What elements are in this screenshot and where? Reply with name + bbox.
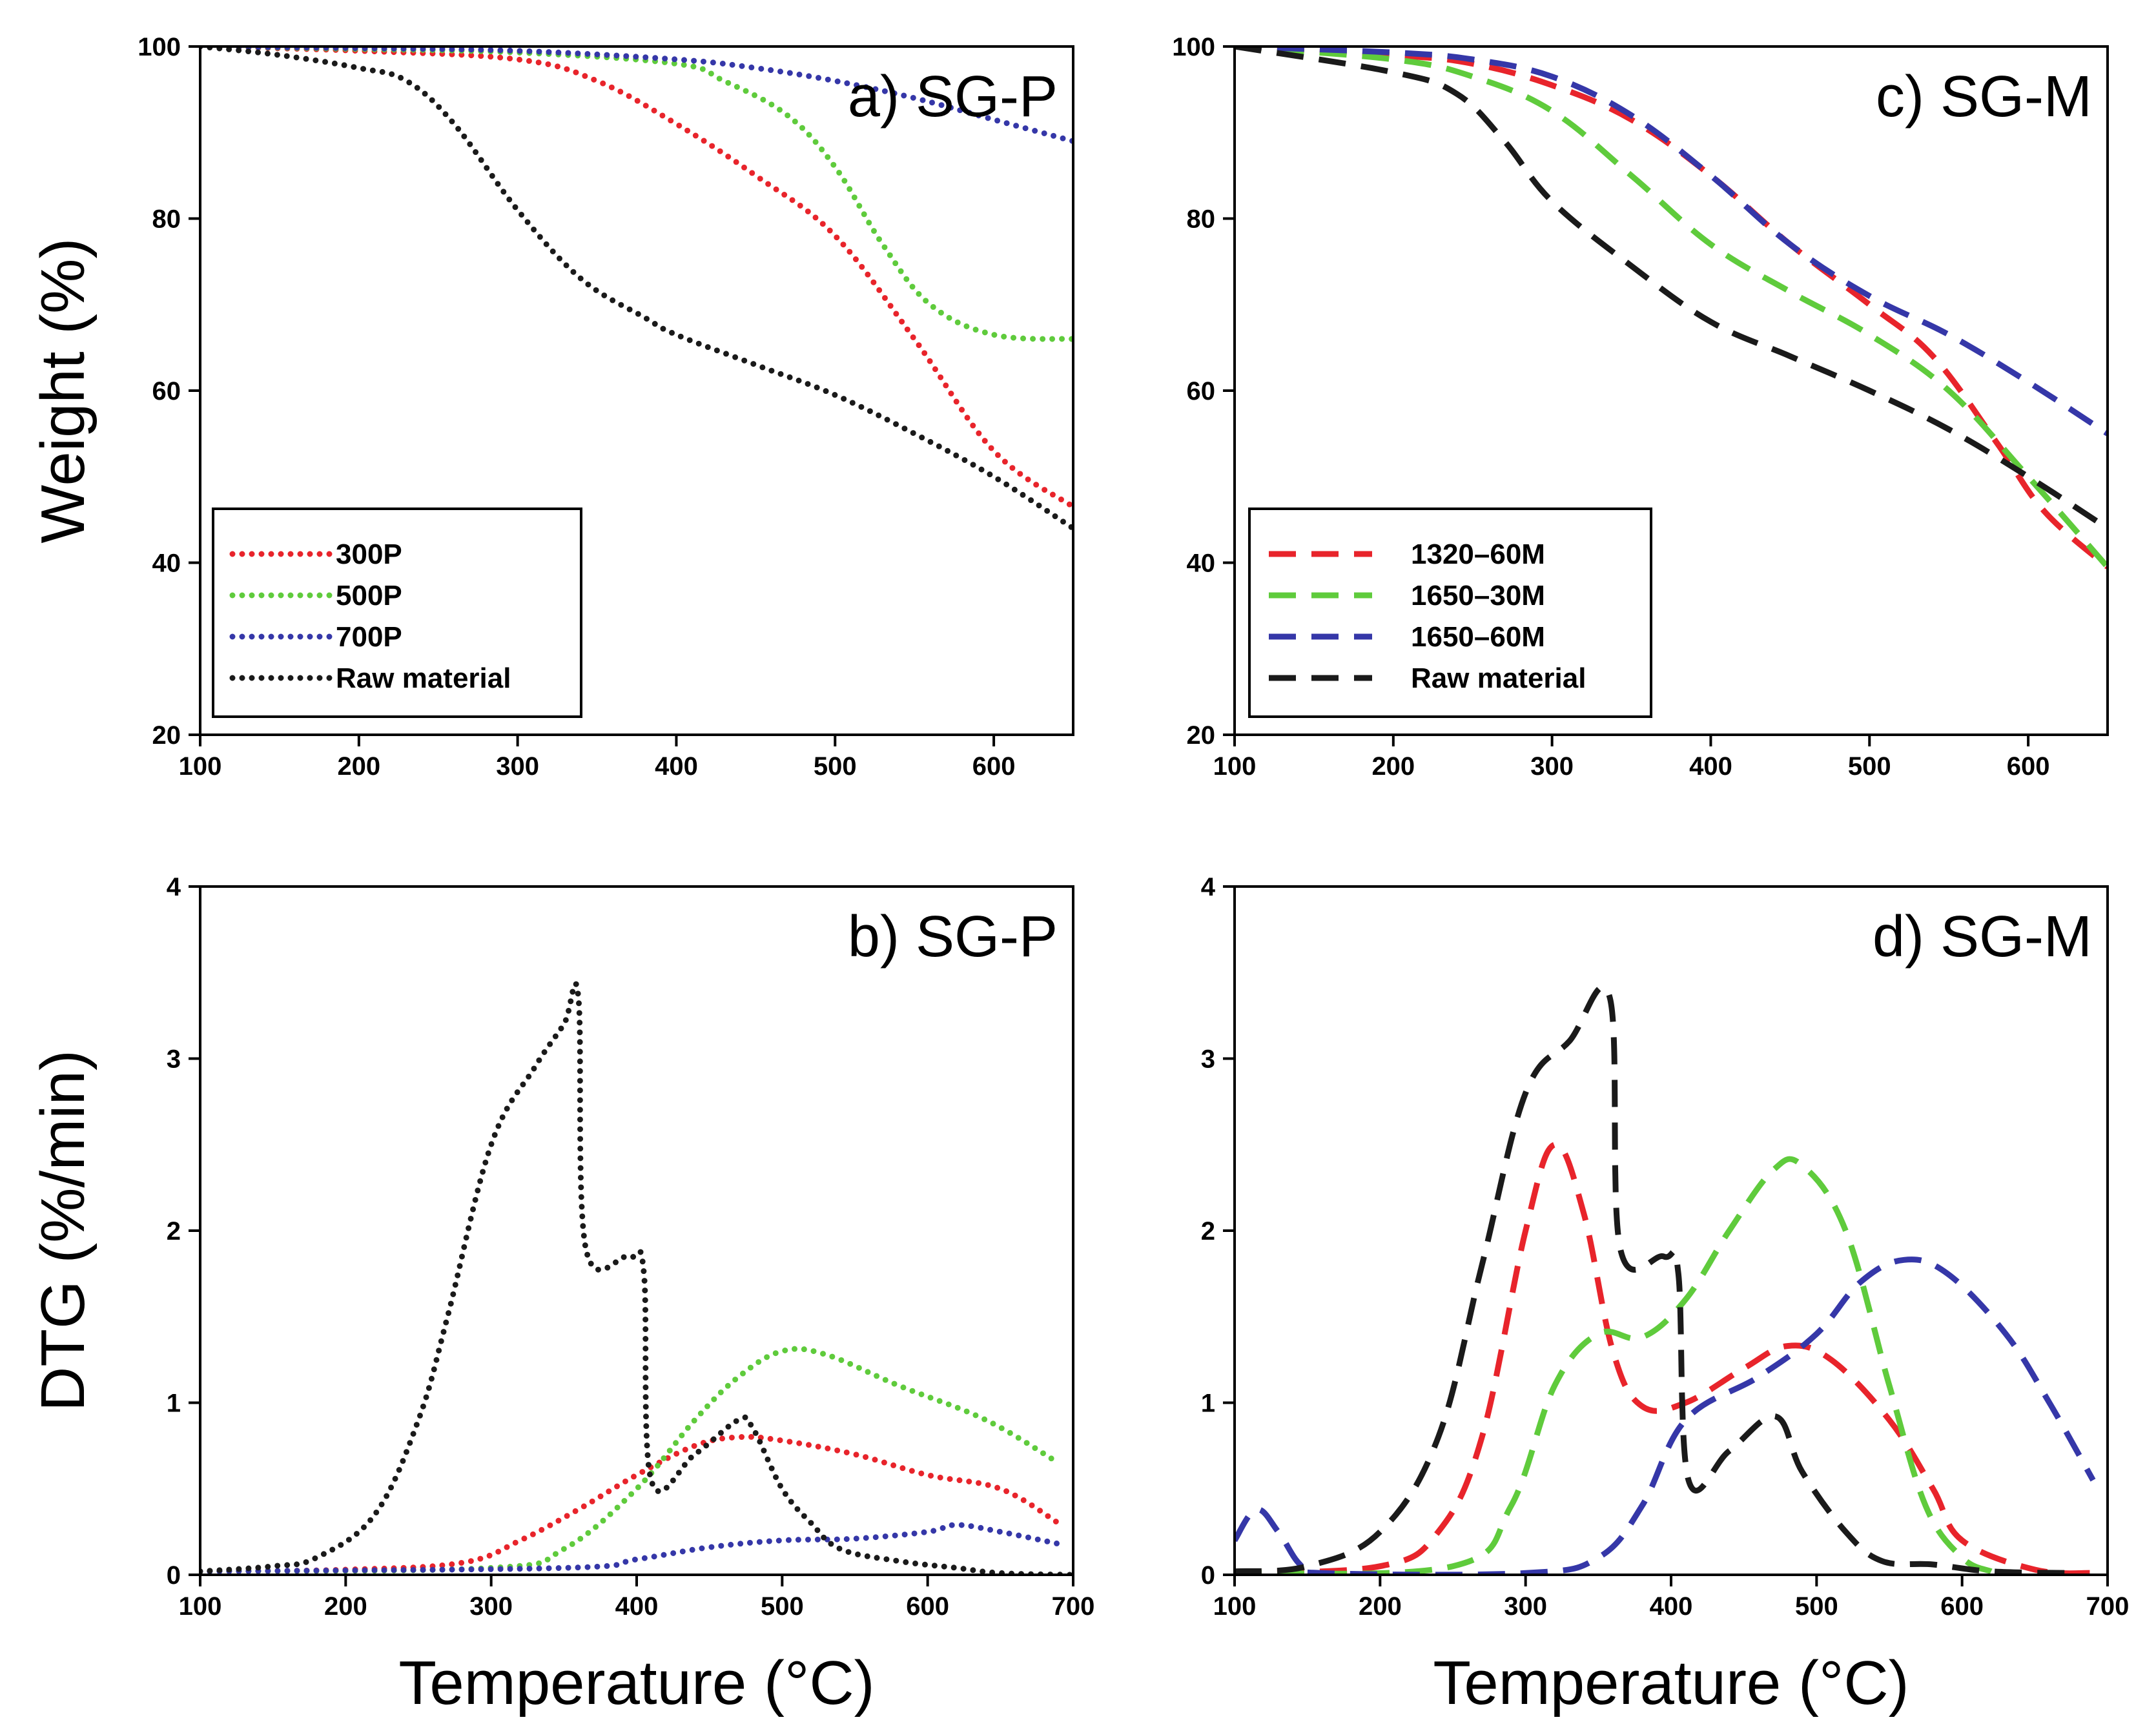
legend-label-c-2: 1650–60M <box>1411 621 1545 653</box>
y-tick-label-a-3: 80 <box>152 205 181 234</box>
legend-label-a-2: 700P <box>336 621 402 653</box>
series-line-d-1 <box>1235 1156 1993 1575</box>
y-tick-label-c-3: 80 <box>1187 205 1216 234</box>
y-tick-label-d-4: 4 <box>1201 873 1216 901</box>
x-tick-label-c-5: 600 <box>2007 752 2050 781</box>
y-tick-label-a-0: 20 <box>152 721 181 750</box>
x-tick-label-a-4: 500 <box>814 752 857 781</box>
series-line-c-2 <box>1235 46 2108 436</box>
legend-label-a-3: Raw material <box>336 662 511 694</box>
series-line-b-1 <box>200 1346 1062 1575</box>
y-axis-label-b: DTG (%/min) <box>28 1050 98 1411</box>
x-tick-label-b-6: 700 <box>1052 1592 1095 1621</box>
y-tick-label-c-2: 60 <box>1187 377 1216 405</box>
legend-label-c-3: Raw material <box>1411 662 1586 694</box>
y-tick-label-b-4: 4 <box>167 873 181 901</box>
legend-box-c <box>1248 508 1652 718</box>
legend-box-a <box>212 508 582 718</box>
y-tick-label-d-1: 1 <box>1201 1389 1215 1418</box>
x-tick-label-d-6: 700 <box>2086 1592 2130 1621</box>
x-axis-label-d: Temperature (°C) <box>1433 1648 1909 1718</box>
y-tick-label-a-1: 40 <box>152 549 181 578</box>
x-tick-label-a-3: 400 <box>655 752 698 781</box>
x-tick-label-b-0: 100 <box>179 1592 222 1621</box>
panel-c: 100 200 300 400 500 600 20 40 60 80 100 c) SG-M 1320… <box>1172 33 2109 781</box>
legend-label-a-0: 300P <box>336 538 402 570</box>
x-tick-label-b-3: 400 <box>615 1592 659 1621</box>
x-tick-label-b-5: 600 <box>906 1592 949 1621</box>
x-tick-label-d-0: 100 <box>1213 1592 1257 1621</box>
legend-a: 300P 500P 700P Raw material <box>212 508 582 718</box>
panel-title-d: d) SG-M <box>1873 905 2092 969</box>
y-tick-label-b-2: 2 <box>167 1217 181 1246</box>
series-line-a-0 <box>200 46 1073 510</box>
y-tick-label-c-1: 40 <box>1187 549 1216 578</box>
plot-frame-b <box>199 885 1074 1576</box>
panel-title-a: a) SG-P <box>848 65 1058 129</box>
y-tick-label-b-0: 0 <box>167 1561 181 1590</box>
x-tick-label-a-2: 300 <box>496 752 539 781</box>
plot-frame-d <box>1233 885 2109 1576</box>
y-tick-label-d-0: 0 <box>1201 1561 1215 1590</box>
x-axis-label-b: Temperature (°C) <box>398 1648 874 1718</box>
y-tick-label-a-4: 100 <box>138 33 181 61</box>
x-tick-label-d-2: 300 <box>1504 1592 1547 1621</box>
x-tick-label-c-0: 100 <box>1213 752 1257 781</box>
x-tick-label-a-5: 600 <box>972 752 1016 781</box>
x-tick-label-c-4: 500 <box>1848 752 1891 781</box>
legend-label-a-1: 500P <box>336 580 402 611</box>
y-tick-label-d-2: 2 <box>1201 1217 1215 1246</box>
series-line-b-3 <box>200 981 1073 1575</box>
x-tick-label-c-2: 300 <box>1530 752 1574 781</box>
y-tick-label-a-2: 60 <box>152 377 181 405</box>
x-tick-label-c-3: 400 <box>1689 752 1732 781</box>
y-tick-label-b-1: 1 <box>167 1389 181 1418</box>
x-tick-label-c-1: 200 <box>1371 752 1415 781</box>
x-tick-label-b-4: 500 <box>761 1592 804 1621</box>
y-tick-label-c-4: 100 <box>1172 33 1215 61</box>
x-tick-label-d-5: 600 <box>1940 1592 1984 1621</box>
x-tick-label-d-4: 500 <box>1795 1592 1838 1621</box>
panel-title-c: c) SG-M <box>1876 65 2092 129</box>
y-tick-label-b-3: 3 <box>167 1045 181 1074</box>
series-line-c-0 <box>1235 46 2108 569</box>
x-tick-label-a-0: 100 <box>179 752 222 781</box>
x-tick-label-b-1: 200 <box>324 1592 367 1621</box>
series-line-d-3 <box>1235 983 2079 1575</box>
y-axis-label-a: Weight (%) <box>28 238 98 543</box>
panel-b: 100 200 300 400 500 600 700 0 1 2 3 4 b) SG-P DTG (%/… <box>28 873 1094 1718</box>
y-tick-label-d-3: 3 <box>1201 1045 1215 1074</box>
series-line-a-2 <box>200 46 1073 145</box>
legend-c: 1320–60M 1650–30M 1650–60M Raw material <box>1248 508 1652 718</box>
series-line-c-3 <box>1235 46 2108 531</box>
series-line-b-0 <box>200 1433 1062 1575</box>
x-tick-label-b-2: 300 <box>469 1592 513 1621</box>
x-tick-label-d-1: 200 <box>1359 1592 1402 1621</box>
panel-a: 100 200 300 400 500 600 20 40 60 80 100 a) SG-P Weig… <box>28 33 1074 781</box>
series-line-c-1 <box>1235 46 2108 569</box>
series-line-d-0 <box>1235 1142 2093 1575</box>
series-line-b-2 <box>200 1522 1062 1575</box>
legend-label-c-0: 1320–60M <box>1411 538 1545 570</box>
x-tick-label-a-1: 200 <box>337 752 380 781</box>
panel-d: 100 200 300 400 500 600 700 0 1 2 3 4 d) SG-M Tempera… <box>1201 873 2130 1718</box>
legend-label-c-1: 1650–30M <box>1411 580 1545 611</box>
x-tick-label-d-3: 400 <box>1650 1592 1693 1621</box>
series-line-a-3 <box>200 46 1073 531</box>
panel-title-b: b) SG-P <box>848 905 1058 969</box>
series-line-d-2 <box>1235 1256 2096 1575</box>
y-tick-label-c-0: 20 <box>1187 721 1216 750</box>
